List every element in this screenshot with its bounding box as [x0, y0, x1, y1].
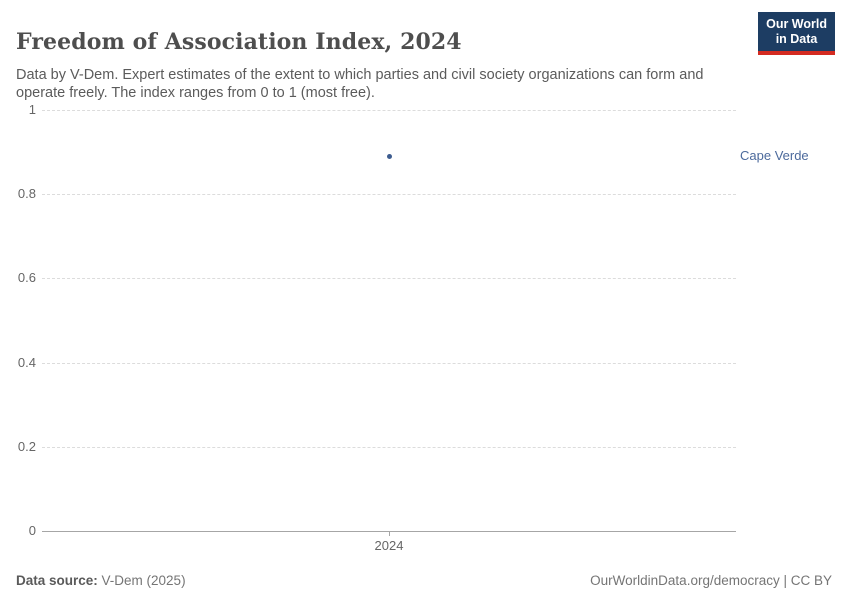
y-axis-tick-label: 0.4 [17, 354, 36, 370]
y-axis-tick-label: 0.8 [17, 186, 36, 202]
gridline [42, 278, 736, 280]
owid-logo-line2: in Data [775, 32, 818, 47]
chart-subtitle: Data by V-Dem. Expert estimates of the e… [16, 66, 704, 102]
y-axis-tick-label: 0.6 [17, 270, 36, 286]
gridline [42, 446, 736, 448]
gridline [42, 362, 736, 364]
x-axis-tick-mark [389, 531, 390, 536]
x-axis-tick-label: 2024 [374, 538, 404, 553]
y-axis-tick-label: 0.2 [17, 438, 36, 454]
gridline [42, 194, 736, 196]
owid-logo-line1: Our World [766, 17, 827, 31]
owid-logo: Our World in Data [758, 12, 835, 55]
data-point-cape-verde[interactable] [386, 153, 392, 159]
data-source-value: V-Dem (2025) [97, 573, 186, 588]
entity-label-cape-verde[interactable]: Cape Verde [740, 148, 809, 164]
gridline [42, 110, 736, 111]
credit-link[interactable]: OurWorldinData.org/democracy | CC BY [590, 573, 832, 588]
chart-title: Freedom of Association Index, 2024 [16, 28, 462, 55]
data-source-label: Data source: [16, 573, 98, 588]
data-source-note: Data source: V-Dem (2025) [16, 573, 186, 588]
y-axis-tick-label: 1 [28, 102, 36, 117]
y-axis-tick-label: 0 [28, 523, 36, 538]
